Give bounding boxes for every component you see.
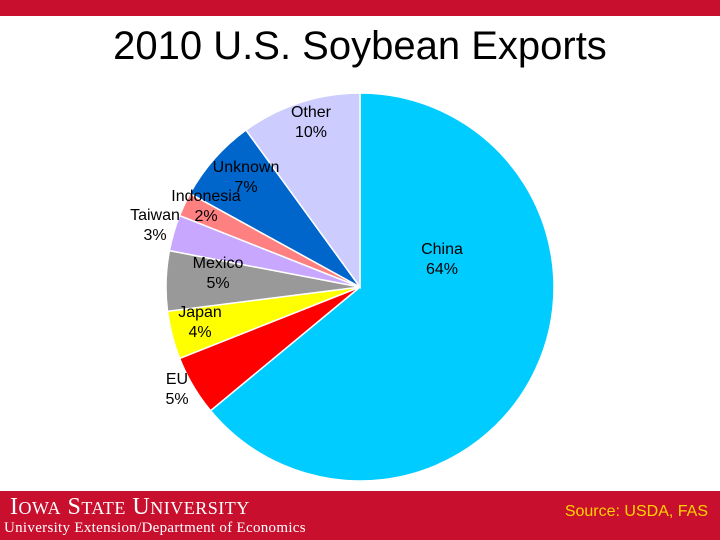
slice-label-indonesia: Indonesia <box>171 188 240 205</box>
slice-value-china: 64% <box>426 261 458 278</box>
department-label: University Extension/Department of Econo… <box>4 520 306 536</box>
pie-chart: China 64% EU 5% Japan 4% Mexico 5% Taiwan 3% Indon… <box>130 92 555 482</box>
pie-slice-china <box>209 92 555 482</box>
source-label: Source: USDA, FAS <box>564 503 708 520</box>
slice-value-eu: 5% <box>165 391 188 408</box>
top-accent-bar <box>0 0 720 16</box>
footer-bar: IOWA STATE UNIVERSITY University Extensi… <box>0 491 720 540</box>
slice-label-other: Other <box>291 104 332 121</box>
slice-value-other: 10% <box>295 124 327 141</box>
slice-value-unknown: 7% <box>234 179 257 196</box>
pie-slice-other <box>244 92 361 290</box>
slice-label-mexico: Mexico <box>193 255 244 272</box>
slice-value-taiwan: 3% <box>143 227 166 244</box>
slice-value-mexico: 5% <box>206 275 229 292</box>
university-logo: IOWA STATE UNIVERSITY <box>10 494 250 520</box>
slice-label-china: China <box>421 241 463 258</box>
chart-title: 2010 U.S. Soybean Exports <box>113 24 607 68</box>
slice-value-indonesia: 2% <box>194 208 217 225</box>
slice-label-eu: EU <box>166 371 188 388</box>
slice-value-japan: 4% <box>188 324 211 341</box>
slice-label-unknown: Unknown <box>213 159 280 176</box>
slice-label-japan: Japan <box>178 304 222 321</box>
slice-label-taiwan: Taiwan <box>130 207 180 224</box>
